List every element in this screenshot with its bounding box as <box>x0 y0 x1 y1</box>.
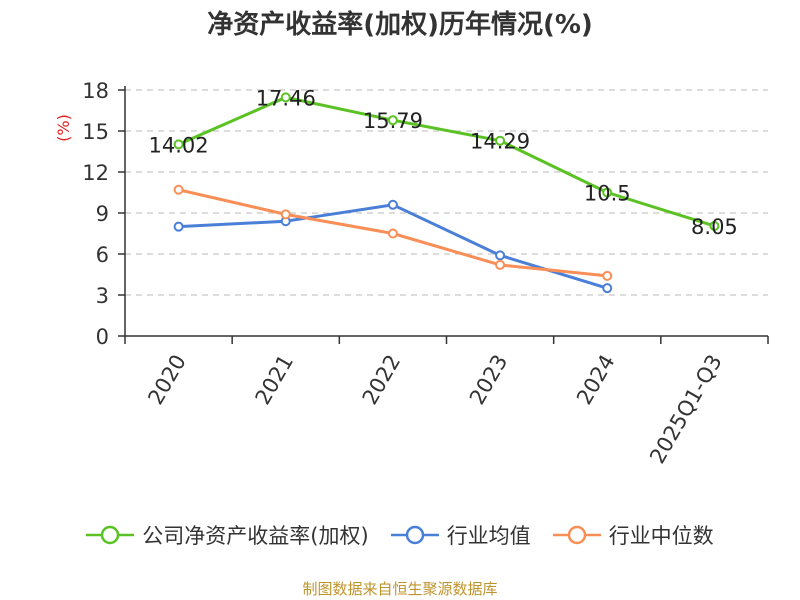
data-point <box>602 283 613 294</box>
x-tick-label: 2022 <box>358 351 406 409</box>
data-label: 10.5 <box>584 182 631 206</box>
data-point <box>495 259 506 270</box>
legend-label-industry-median: 行业中位数 <box>608 524 714 548</box>
x-tick-label: 2020 <box>143 351 191 409</box>
data-point <box>387 228 398 239</box>
data-point <box>280 92 291 103</box>
series-line-1 <box>178 203 608 290</box>
data-point <box>173 184 184 195</box>
series-line-0 <box>177 95 715 228</box>
chart-title: 净资产收益率(加权)历年情况(%) <box>207 10 593 40</box>
legend-marker-company-roe <box>86 525 135 545</box>
legend-item-industry-mean[interactable]: 行业均值 <box>390 520 531 550</box>
x-tick-label: 2025Q1-Q3 <box>645 351 727 468</box>
data-label: 14.02 <box>149 133 209 157</box>
x-tick-label: 2023 <box>465 351 513 409</box>
legend-marker-industry-median <box>552 525 601 545</box>
data-point <box>709 220 720 231</box>
data-point <box>495 135 506 146</box>
y-tick-label: 6 <box>96 243 109 267</box>
data-point <box>387 199 398 210</box>
y-axis-label: (%) <box>54 114 73 142</box>
data-point <box>173 221 184 232</box>
data-label: 15.79 <box>363 109 423 133</box>
data-label: 17.46 <box>256 86 316 110</box>
y-tick-label: 15 <box>82 120 109 144</box>
y-tick-label: 0 <box>96 325 109 349</box>
data-label: 14.29 <box>470 130 530 154</box>
data-point <box>495 250 506 261</box>
y-tick-label: 9 <box>96 202 109 226</box>
y-tick-label: 3 <box>96 284 109 308</box>
x-tick-label: 2021 <box>251 351 299 409</box>
data-point <box>173 139 184 150</box>
x-tick-label: 2024 <box>572 351 620 409</box>
source-note: 制图数据来自恒生聚源数据库 <box>302 580 498 598</box>
legend-item-company-roe[interactable]: 公司净资产收益率(加权) <box>86 520 369 550</box>
legend: 公司净资产收益率(加权) 行业均值 行业中位数 <box>0 520 800 550</box>
data-point <box>602 187 613 198</box>
legend-item-industry-median[interactable]: 行业中位数 <box>552 520 714 550</box>
data-point <box>280 209 291 220</box>
legend-label-company-roe: 公司净资产收益率(加权) <box>142 524 369 548</box>
data-label: 8.05 <box>691 215 738 239</box>
data-point <box>602 270 613 281</box>
legend-marker-industry-mean <box>390 525 439 545</box>
y-tick-label: 18 <box>82 79 109 103</box>
legend-label-industry-mean: 行业均值 <box>446 524 531 548</box>
y-tick-label: 12 <box>82 161 109 185</box>
data-point <box>387 115 398 126</box>
